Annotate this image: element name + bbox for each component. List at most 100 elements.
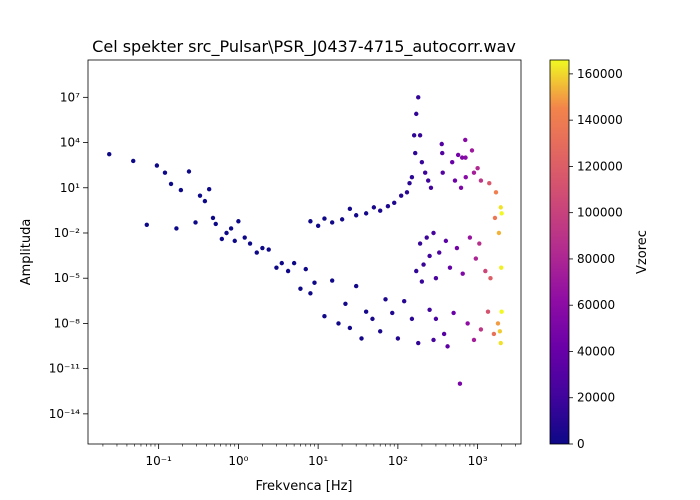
data-point: [473, 256, 479, 261]
data-point: [213, 221, 218, 227]
data-point: [499, 309, 504, 314]
data-point: [471, 337, 477, 343]
data-point: [363, 211, 369, 216]
data-point: [447, 265, 453, 270]
y-axis: 10⁻¹⁴ 10⁻¹¹ 10⁻⁸ 10⁻⁵ 10⁻² 10¹ 10⁴ 10⁷: [49, 90, 88, 421]
data-point: [498, 205, 503, 210]
y-tick-label: 10⁻²: [54, 226, 81, 240]
data-point: [417, 133, 423, 138]
data-point: [491, 331, 497, 337]
data-point: [347, 325, 353, 331]
data-point: [285, 268, 291, 274]
colorbar-tick-label: 60000: [577, 298, 615, 312]
data-point: [343, 301, 348, 307]
data-point: [463, 137, 468, 143]
colorbar-label: Vzorec: [635, 230, 650, 274]
data-point: [308, 219, 313, 224]
data-point: [422, 170, 428, 175]
data-point: [411, 133, 417, 138]
data-point: [427, 307, 432, 313]
data-point: [392, 200, 397, 206]
data-point: [413, 150, 418, 156]
data-point: [443, 238, 449, 244]
y-tick-label: 10⁴: [60, 136, 80, 150]
data-point: [308, 291, 313, 296]
y-tick-label: 10⁷: [60, 90, 80, 104]
x-axis-label: Frekvenca [Hz]: [255, 479, 352, 494]
data-point: [322, 216, 327, 221]
data-point: [475, 165, 480, 171]
y-tick-label: 10⁻⁸: [54, 316, 81, 330]
data-point: [242, 235, 247, 240]
x-tick-label: 10¹: [308, 454, 328, 468]
data-point: [457, 381, 463, 386]
data-point: [219, 236, 225, 242]
data-point: [496, 230, 502, 236]
x-tick-label: 10⁻¹: [145, 454, 172, 468]
data-point: [236, 219, 241, 224]
data-point: [404, 190, 410, 195]
data-point: [477, 241, 482, 246]
data-point: [463, 155, 468, 160]
data-point: [414, 268, 419, 274]
data-point: [377, 208, 383, 213]
data-point: [168, 181, 174, 187]
data-point: [303, 266, 308, 272]
data-point: [433, 276, 439, 281]
data-point: [425, 178, 431, 183]
data-point: [247, 241, 253, 246]
data-point: [206, 187, 212, 192]
data-point: [419, 159, 425, 165]
data-point: [485, 309, 491, 314]
data-point: [228, 226, 234, 231]
colorbar-tick-label: 140000: [577, 113, 623, 127]
data-point: [416, 340, 421, 346]
data-point: [478, 178, 484, 183]
data-point: [336, 321, 341, 326]
data-point: [488, 276, 493, 281]
data-point: [419, 279, 425, 284]
data-point: [322, 314, 327, 319]
x-tick-label: 10³: [468, 454, 488, 468]
data-point: [260, 245, 265, 251]
data-point: [385, 203, 391, 209]
data-point: [409, 175, 415, 180]
data-point: [347, 206, 353, 212]
data-point: [493, 190, 499, 195]
data-point: [483, 268, 488, 274]
data-point: [298, 286, 303, 291]
data-point: [451, 310, 456, 316]
data-point: [279, 260, 284, 266]
data-point: [469, 148, 475, 153]
data-point: [377, 329, 383, 334]
data-point: [353, 213, 359, 218]
data-point: [371, 205, 377, 210]
data-point: [329, 278, 335, 283]
data-point: [312, 280, 317, 285]
data-point: [210, 215, 216, 221]
data-point: [460, 271, 465, 276]
y-tick-label: 10⁻⁵: [54, 271, 81, 285]
data-point: [254, 250, 259, 255]
data-point: [421, 262, 426, 267]
data-point: [107, 151, 112, 157]
data-point: [455, 152, 461, 158]
data-point: [409, 316, 415, 322]
data-point: [471, 170, 477, 175]
data-point: [174, 226, 179, 231]
data-point: [390, 310, 395, 316]
data-point: [232, 238, 237, 244]
data-point: [370, 316, 375, 322]
data-point: [202, 198, 208, 204]
data-point: [458, 185, 464, 190]
data-point: [363, 309, 369, 314]
data-point: [339, 217, 345, 222]
data-point: [414, 111, 419, 117]
data-point: [465, 321, 470, 326]
colorbar-axis: 0 20000 40000 60000 80000 100000 120000 140000 1…: [569, 67, 623, 451]
data-point: [433, 316, 439, 322]
data-point: [428, 185, 434, 190]
data-point: [441, 331, 447, 337]
colorbar-tick-label: 20000: [577, 391, 615, 405]
data-point: [450, 159, 455, 165]
